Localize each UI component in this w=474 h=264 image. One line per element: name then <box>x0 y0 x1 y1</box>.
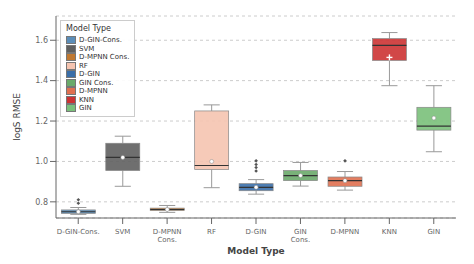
svg-text:1.0: 1.0 <box>35 157 48 166</box>
html-text:RF: RF <box>79 61 88 70</box>
svg-text:1.6: 1.6 <box>35 36 48 45</box>
svg-text:RF: RF <box>207 228 216 236</box>
svg-text:0.8: 0.8 <box>35 198 48 207</box>
html-text:SVM: SVM <box>79 44 95 53</box>
svg-text:logS RMSE: logS RMSE <box>12 93 22 141</box>
svg-text:KNN: KNN <box>382 228 397 236</box>
html-text:D-GIN: D-GIN <box>79 70 100 78</box>
svg-text:GINCons.: GINCons. <box>291 228 310 244</box>
svg-text:Model Type: Model Type <box>227 246 284 256</box>
svg-text:1.2: 1.2 <box>35 117 48 126</box>
svg-text:SVM: SVM <box>115 228 130 236</box>
svg-text:D-MPNN: D-MPNN <box>331 228 360 236</box>
svg-text:D-GIN: D-GIN <box>246 228 267 236</box>
html-text:D-GIN-Cons.: D-GIN-Cons. <box>79 36 122 44</box>
svg-text:D-GIN-Cons.: D-GIN-Cons. <box>57 228 100 236</box>
html-text:KNN: KNN <box>79 95 95 104</box>
html-text:GIN: GIN <box>79 104 92 112</box>
svg-text:D-MPNNCons.: D-MPNNCons. <box>153 228 182 244</box>
html-text:D-MPNN: D-MPNN <box>79 87 108 95</box>
svg-text:GIN: GIN <box>427 228 440 236</box>
html-text:Model Type: Model Type <box>66 24 111 33</box>
html-text:GIN Cons.: GIN Cons. <box>79 78 114 87</box>
svg-text:1.4: 1.4 <box>35 76 48 85</box>
html-text:D-MPNN Cons.: D-MPNN Cons. <box>79 53 130 61</box>
